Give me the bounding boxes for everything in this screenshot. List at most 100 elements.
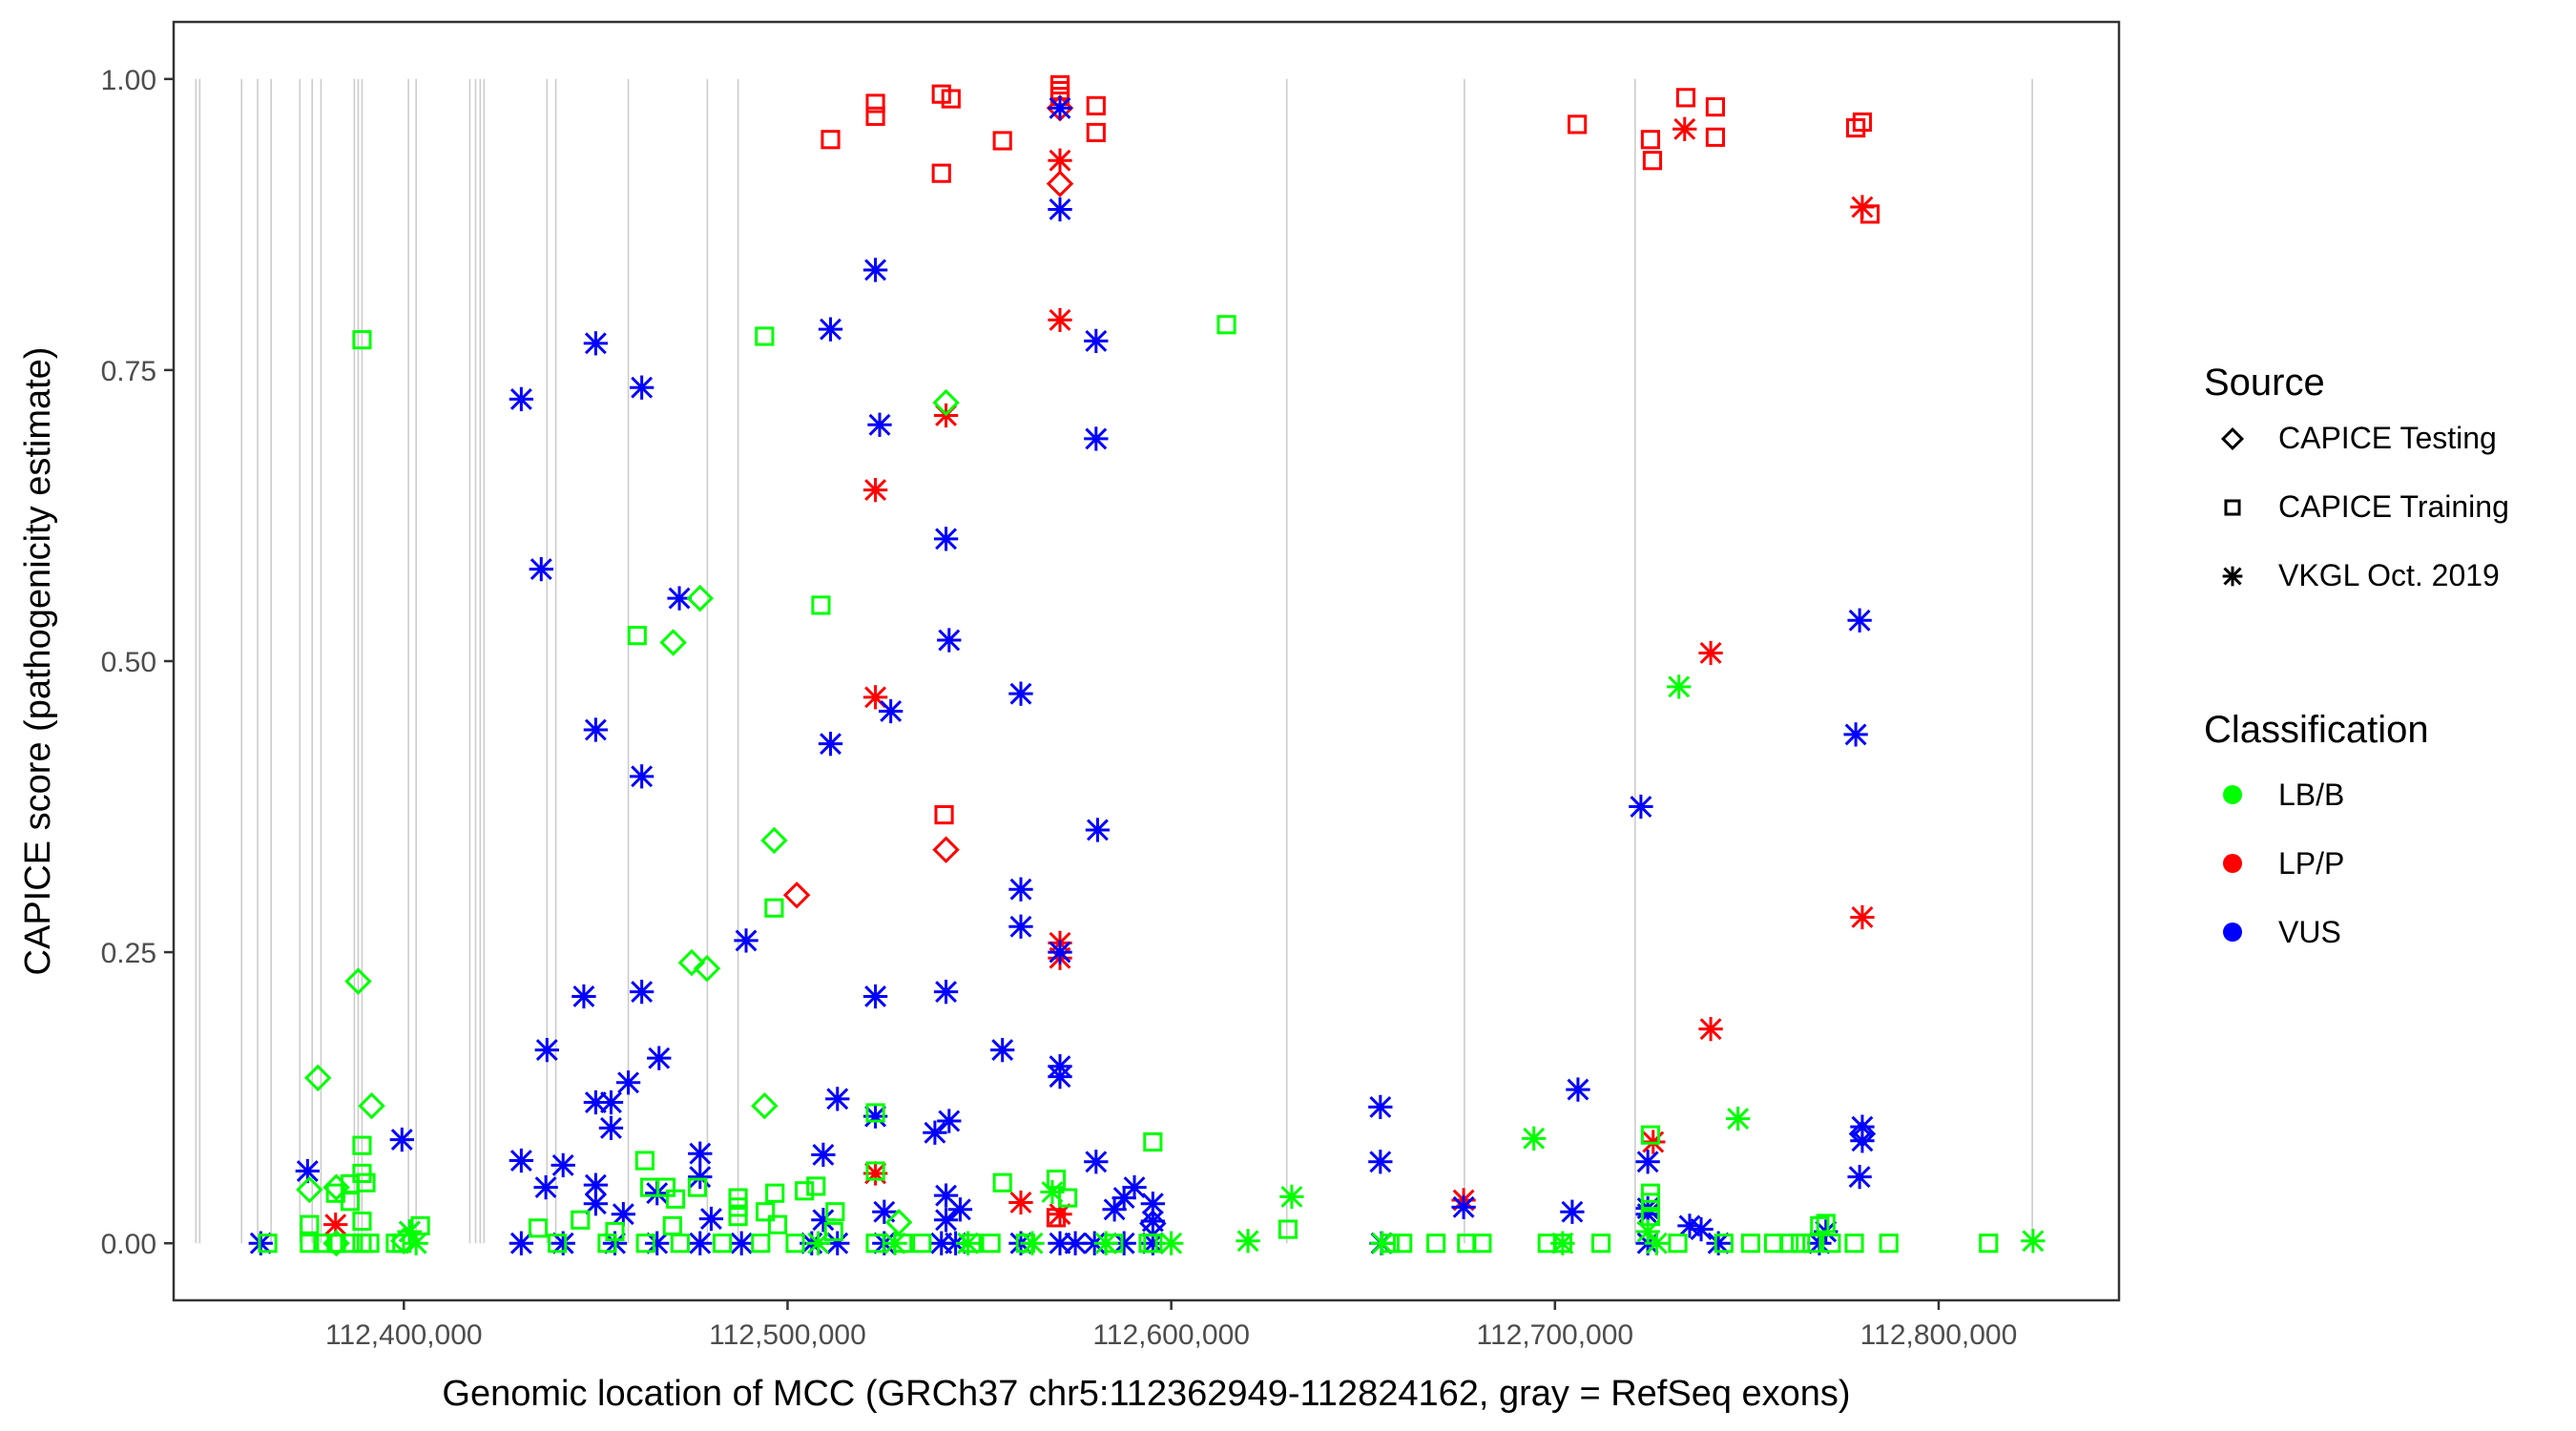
data-point bbox=[1368, 1150, 1393, 1174]
data-point bbox=[823, 1221, 843, 1242]
data-points bbox=[248, 74, 2046, 1257]
data-point bbox=[1216, 315, 1236, 335]
legend-key-vus bbox=[2223, 923, 2242, 942]
y-tick-label: 1.00 bbox=[101, 65, 156, 96]
data-point bbox=[326, 1234, 346, 1254]
data-point bbox=[1086, 122, 1106, 143]
data-point bbox=[659, 629, 687, 656]
data-point bbox=[1640, 1125, 1661, 1145]
x-tick-label: 112,600,000 bbox=[1092, 1319, 1250, 1351]
data-point bbox=[1640, 1192, 1661, 1213]
data-point bbox=[615, 1070, 641, 1095]
data-point bbox=[1810, 1215, 1830, 1235]
data-point bbox=[598, 1089, 624, 1115]
data-point bbox=[992, 131, 1012, 151]
data-point bbox=[1008, 877, 1033, 902]
data-point bbox=[688, 1231, 713, 1255]
data-point bbox=[1143, 1131, 1163, 1152]
data-point bbox=[1979, 1234, 1999, 1254]
x-axis-ticks: 112,400,000 112,500,000 112,600,000 112,700… bbox=[325, 1300, 2017, 1351]
data-point bbox=[635, 1234, 655, 1254]
data-point bbox=[756, 1202, 776, 1222]
data-point bbox=[872, 1199, 897, 1224]
data-point bbox=[755, 326, 775, 346]
legend-label-training: CAPICE Training bbox=[2278, 489, 2509, 524]
data-point bbox=[1084, 1150, 1109, 1174]
data-point bbox=[322, 1173, 350, 1201]
data-point bbox=[729, 1231, 754, 1255]
data-point bbox=[1370, 1231, 1395, 1255]
data-point bbox=[933, 979, 959, 1005]
data-point bbox=[1426, 1234, 1446, 1254]
data-point bbox=[765, 1183, 785, 1203]
data-point bbox=[1279, 1184, 1304, 1210]
data-point bbox=[258, 1234, 278, 1254]
data-point bbox=[821, 130, 841, 150]
data-point bbox=[1158, 1231, 1184, 1255]
data-point bbox=[1675, 88, 1696, 108]
data-point bbox=[862, 984, 888, 1009]
y-axis-ticks: 0.00 0.25 0.50 0.75 1.00 bbox=[101, 65, 174, 1260]
data-point bbox=[528, 1218, 549, 1238]
data-point bbox=[1472, 1234, 1492, 1254]
data-point bbox=[867, 412, 892, 437]
data-point bbox=[934, 805, 954, 825]
data-point bbox=[811, 595, 831, 615]
data-point bbox=[509, 1231, 534, 1255]
data-point bbox=[352, 330, 372, 350]
data-point bbox=[1848, 1120, 1877, 1148]
data-point bbox=[933, 527, 959, 551]
data-point bbox=[698, 1206, 724, 1232]
x-axis-title: Genomic location of MCC (GRCh37 chr5:112… bbox=[442, 1374, 1850, 1414]
data-point bbox=[645, 1231, 670, 1255]
data-point bbox=[1048, 1065, 1072, 1089]
data-point bbox=[1847, 608, 1872, 633]
data-point bbox=[865, 106, 885, 126]
data-point bbox=[955, 1231, 981, 1255]
data-point bbox=[912, 1234, 932, 1254]
data-point bbox=[533, 1174, 558, 1200]
data-point bbox=[509, 1148, 534, 1173]
data-point bbox=[1138, 1234, 1158, 1254]
data-point bbox=[571, 984, 596, 1009]
data-point bbox=[1048, 940, 1072, 964]
data-point bbox=[1644, 1231, 1670, 1255]
data-point bbox=[322, 1229, 350, 1257]
x-tick-label: 112,800,000 bbox=[1860, 1319, 2018, 1351]
data-point bbox=[1844, 1234, 1864, 1254]
data-point bbox=[1111, 1185, 1136, 1211]
data-point bbox=[296, 1175, 323, 1204]
data-point bbox=[992, 1172, 1012, 1192]
data-point bbox=[1568, 114, 1588, 135]
data-point bbox=[713, 1234, 733, 1254]
legend-label-testing: CAPICE Testing bbox=[2278, 421, 2497, 455]
data-point bbox=[1020, 1231, 1045, 1255]
data-point bbox=[583, 1192, 609, 1216]
data-point bbox=[818, 317, 843, 342]
data-point bbox=[389, 1127, 414, 1152]
data-point bbox=[529, 556, 553, 582]
data-point bbox=[1048, 307, 1072, 333]
data-point bbox=[1642, 151, 1663, 171]
data-point bbox=[1048, 148, 1072, 173]
data-point bbox=[1714, 1234, 1734, 1254]
data-point bbox=[941, 89, 961, 109]
data-point bbox=[303, 1064, 332, 1092]
legend-key-vkgl bbox=[2222, 566, 2243, 587]
legend-label-vkgl: VKGL Oct. 2019 bbox=[2278, 558, 2500, 592]
data-point bbox=[1040, 1179, 1065, 1205]
data-point bbox=[583, 331, 609, 356]
exon-lines bbox=[195, 78, 2033, 1244]
data-point bbox=[356, 1172, 376, 1192]
data-point bbox=[782, 881, 811, 909]
legend-source-title: Source bbox=[2204, 362, 2325, 404]
data-point bbox=[751, 1234, 771, 1254]
legend-label-lb-b: LB/B bbox=[2278, 778, 2344, 812]
data-point bbox=[862, 477, 888, 503]
data-point bbox=[583, 1089, 609, 1115]
data-point bbox=[1846, 117, 1866, 138]
data-point bbox=[947, 1197, 973, 1222]
data-point bbox=[1640, 1207, 1661, 1227]
data-point bbox=[1725, 1106, 1751, 1131]
